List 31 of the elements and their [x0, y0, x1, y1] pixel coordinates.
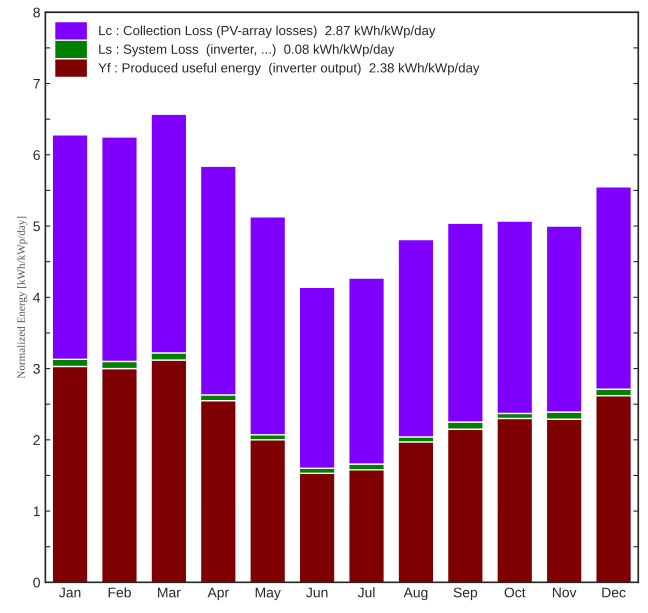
x-tick-label: Feb [108, 587, 131, 598]
legend-label: Ls : System Loss (inverter, ...) 0.08 kWh/kWp/day [99, 44, 394, 56]
x-tick-label: Jul [358, 587, 374, 598]
x-tick-label: Mar [158, 588, 181, 598]
x-tick-label: Sep [454, 588, 478, 600]
y-axis-title: Normalized Energy [kWh/kWp/day] [17, 216, 28, 378]
x-tick-label: Jan [59, 588, 80, 598]
y-tick-label: 1 [34, 506, 40, 516]
bar [200, 400, 237, 582]
y-tick-label: 6 [33, 150, 40, 160]
bar [348, 469, 386, 582]
bar [298, 472, 336, 582]
x-tick-label: May [256, 588, 281, 600]
y-tick-label: 5 [33, 222, 40, 232]
x-tick-label: Oct [504, 588, 526, 598]
legend-label: Yf : Produced useful energy (inverter output) 2.38 kWh/kWp/day [98, 62, 480, 76]
y-tick-label: 4 [33, 292, 40, 302]
bar [249, 439, 286, 582]
y-tick-label: 7 [33, 79, 40, 89]
y-tick-label: 2 [33, 435, 40, 445]
bar [496, 418, 534, 582]
x-tick-label: Dec [602, 588, 626, 598]
x-tick-label: Apr [208, 588, 229, 600]
y-tick-label: 8 [33, 8, 40, 18]
x-tick-label: Aug [404, 588, 428, 600]
y-tick-label: 0 [33, 578, 40, 588]
x-tick-label: Jun [306, 588, 328, 598]
legend-label: Lc : Collection Loss (PV-array losses) 2.87 kWh/kWp/day [99, 26, 436, 38]
y-tick-label: 3 [33, 364, 40, 374]
x-tick-label: Nov [552, 588, 576, 598]
bar [397, 441, 434, 582]
